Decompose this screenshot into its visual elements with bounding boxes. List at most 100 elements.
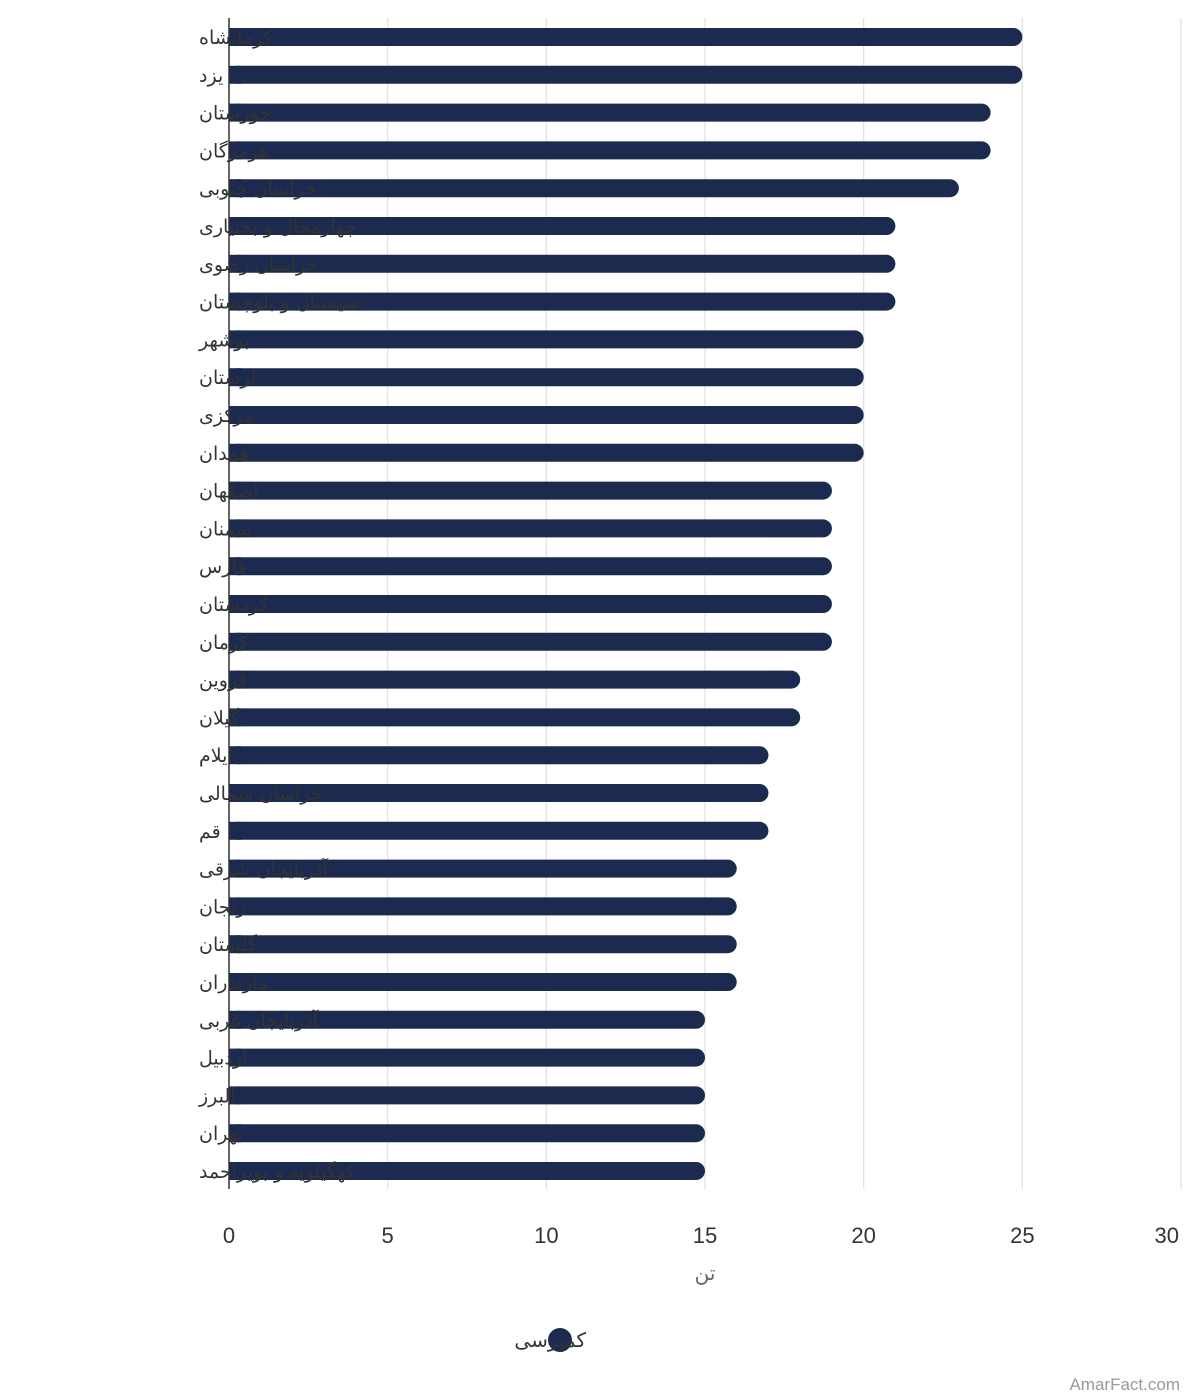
- x-tick-label-2: 10: [534, 1223, 558, 1248]
- category-label-22: آذربایجان شرقی: [199, 857, 328, 881]
- bar-base-18: [229, 708, 241, 727]
- category-label-5: چهارمحال و بختیاری: [199, 216, 357, 238]
- x-tick-label-1: 5: [382, 1223, 394, 1248]
- bar-22[interactable]: [229, 859, 737, 878]
- bar-base-2: [229, 103, 241, 122]
- category-label-11: همدان: [199, 443, 249, 465]
- category-label-10: مرکزی: [199, 405, 254, 427]
- bar-base-4: [229, 179, 241, 198]
- x-axis-ticks: 0 5 10 15 20 25 30: [223, 1223, 1179, 1248]
- category-label-7: سیستان و بلوچستان: [199, 292, 360, 314]
- category-label-20: خراسان شمالی: [199, 783, 323, 805]
- bar-17[interactable]: [229, 670, 801, 689]
- bar-29[interactable]: [229, 1124, 705, 1143]
- category-label-9: لرستان: [199, 367, 257, 389]
- bar-8[interactable]: [229, 330, 864, 349]
- bar-base-13: [229, 519, 241, 538]
- x-tick-label-0: 0: [223, 1223, 235, 1248]
- bar-base-21: [229, 821, 241, 840]
- category-label-21: قم: [199, 821, 221, 843]
- category-label-6: خراسان رضوی: [199, 254, 318, 276]
- bar-base-14: [229, 557, 241, 576]
- x-tick-label-4: 20: [851, 1223, 875, 1248]
- bar-base-9: [229, 368, 241, 387]
- legend-label: کمپرسی: [514, 1328, 586, 1353]
- bar-19[interactable]: [229, 746, 769, 765]
- bar-base-28: [229, 1086, 241, 1105]
- bar-10[interactable]: [229, 406, 864, 424]
- bar-0[interactable]: [229, 28, 1023, 46]
- bar-base-19: [229, 746, 241, 765]
- bar-30[interactable]: [229, 1162, 705, 1180]
- bar-base-24: [229, 935, 241, 954]
- bar-base-5: [229, 217, 241, 235]
- bar-base-17: [229, 670, 241, 689]
- category-label-14: فارس: [199, 556, 246, 578]
- credit-text[interactable]: AmarFact.com: [1069, 1375, 1180, 1394]
- bar-28[interactable]: [229, 1086, 705, 1105]
- bar-base-3: [229, 141, 241, 160]
- category-label-0: کرمانشاه: [199, 27, 273, 49]
- bar-base-30: [229, 1162, 241, 1180]
- bar-27[interactable]: [229, 1048, 705, 1067]
- bar-base-12: [229, 481, 241, 500]
- legend-marker: [548, 1328, 572, 1352]
- category-label-19: ایلام: [199, 745, 233, 767]
- bar-3[interactable]: [229, 141, 991, 160]
- category-label-28: البرز: [198, 1085, 235, 1107]
- category-label-3: هرمزگان: [199, 139, 269, 162]
- bar-4[interactable]: [229, 179, 959, 198]
- x-tick-label-5: 25: [1010, 1223, 1034, 1248]
- bar-12[interactable]: [229, 481, 832, 500]
- bar-9[interactable]: [229, 368, 864, 387]
- bar-base-25: [229, 973, 241, 991]
- legend[interactable]: کمپرسی: [514, 1328, 586, 1353]
- bar-23[interactable]: [229, 897, 737, 916]
- bar-21[interactable]: [229, 821, 769, 840]
- category-label-17: قزوین: [199, 670, 248, 692]
- bar-6[interactable]: [229, 254, 896, 273]
- bar-13[interactable]: [229, 519, 832, 538]
- bar-14[interactable]: [229, 557, 832, 576]
- bar-1[interactable]: [229, 65, 1023, 84]
- bar-25[interactable]: [229, 973, 737, 991]
- category-label-26: آذربایجان غربی: [199, 1008, 319, 1032]
- bar-base-23: [229, 897, 241, 916]
- bar-26[interactable]: [229, 1010, 705, 1029]
- category-label-27: اردبیل: [199, 1048, 247, 1070]
- category-label-15: کردستان: [199, 594, 269, 616]
- category-label-18: گیلان: [199, 706, 240, 729]
- category-labels: کرمانشاه یزد خوزستان هرمزگان خراسان جنوبی چها…: [198, 27, 360, 1183]
- bar-11[interactable]: [229, 443, 864, 462]
- category-label-23: زنجان: [199, 896, 245, 918]
- bar-24[interactable]: [229, 935, 737, 954]
- bar-5[interactable]: [229, 217, 896, 235]
- bar-7[interactable]: [229, 292, 896, 311]
- bars: [229, 28, 1023, 1180]
- category-label-1: یزد: [199, 65, 223, 87]
- bar-base-1: [229, 65, 241, 84]
- bar-16[interactable]: [229, 632, 832, 651]
- bar-15[interactable]: [229, 595, 832, 613]
- bar-base-0: [229, 28, 241, 46]
- bar-base-10: [229, 406, 241, 424]
- bar-base-22: [229, 859, 241, 878]
- bar-base-6: [229, 254, 241, 273]
- category-label-13: سمنان: [199, 518, 251, 540]
- bar-base-11: [229, 443, 241, 462]
- category-label-2: خوزستان: [199, 103, 271, 125]
- bar-base-15: [229, 595, 241, 613]
- x-tick-label-3: 15: [693, 1223, 717, 1248]
- category-label-29: تهران: [199, 1123, 243, 1145]
- x-axis-title: تن: [695, 1261, 716, 1285]
- bar-2[interactable]: [229, 103, 991, 122]
- category-label-8: بوشهر: [198, 329, 249, 351]
- category-label-4: خراسان جنوبی: [199, 178, 317, 200]
- bar-20[interactable]: [229, 784, 769, 802]
- category-label-30: کهگیلویه و بویراحمد: [199, 1160, 356, 1183]
- bar-base-16: [229, 632, 241, 651]
- bar-base-7: [229, 292, 241, 311]
- bar-18[interactable]: [229, 708, 801, 727]
- bar-base-29: [229, 1124, 241, 1143]
